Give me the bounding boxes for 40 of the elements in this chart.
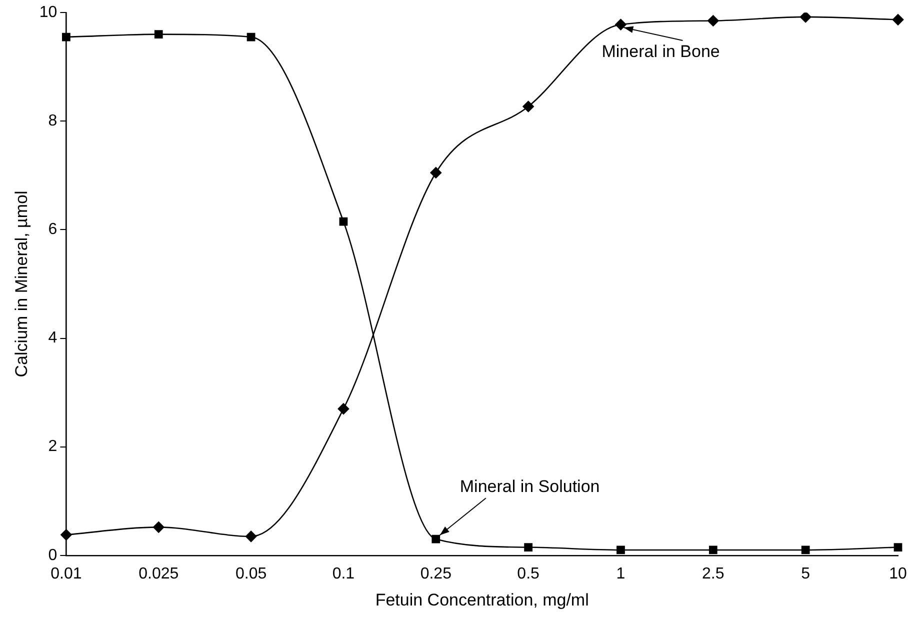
y-tick-label: 4 [48, 330, 58, 347]
y-tick-label: 0 [48, 546, 58, 564]
x-tick-label: 0.1 [332, 565, 355, 582]
annotation: Mineral in Bone [602, 42, 720, 62]
x-tick-label: 0.05 [235, 565, 267, 582]
point [708, 546, 718, 554]
y-tick-label: 2 [48, 438, 58, 456]
y-tick-label: 8 [48, 112, 58, 130]
x-tick-label: 10 [889, 565, 907, 582]
point [152, 522, 164, 533]
x-tick-label: 2.5 [702, 565, 724, 582]
point [430, 167, 442, 178]
point [524, 543, 532, 552]
x-tick-label: 0.025 [138, 565, 179, 582]
point [522, 100, 534, 112]
x-tick-label: 0.01 [50, 565, 82, 582]
point [62, 32, 70, 42]
point [60, 529, 72, 540]
point [245, 530, 257, 542]
point [616, 546, 625, 554]
annotation: Mineral in Solution [460, 476, 600, 496]
x-tick-label: 0.5 [517, 565, 540, 582]
point [432, 534, 440, 544]
point [800, 12, 812, 23]
x-axis-title: Fetuin Concentration, mg/ml [375, 590, 589, 610]
point [246, 32, 256, 42]
point [154, 30, 163, 38]
y-axis-title: Calcium in Mineral, µmol [12, 190, 31, 378]
y-tick-label: 6 [48, 221, 58, 238]
y-tick-label: 10 [39, 4, 58, 22]
x-tick-label: 1 [616, 565, 626, 582]
point [338, 403, 350, 414]
point [339, 217, 348, 226]
point [708, 15, 719, 26]
point [801, 546, 810, 554]
x-tick-label: 0.25 [420, 565, 452, 582]
x-tick-label: 5 [801, 565, 810, 582]
point [892, 14, 904, 26]
point [615, 18, 626, 30]
point [894, 543, 902, 552]
